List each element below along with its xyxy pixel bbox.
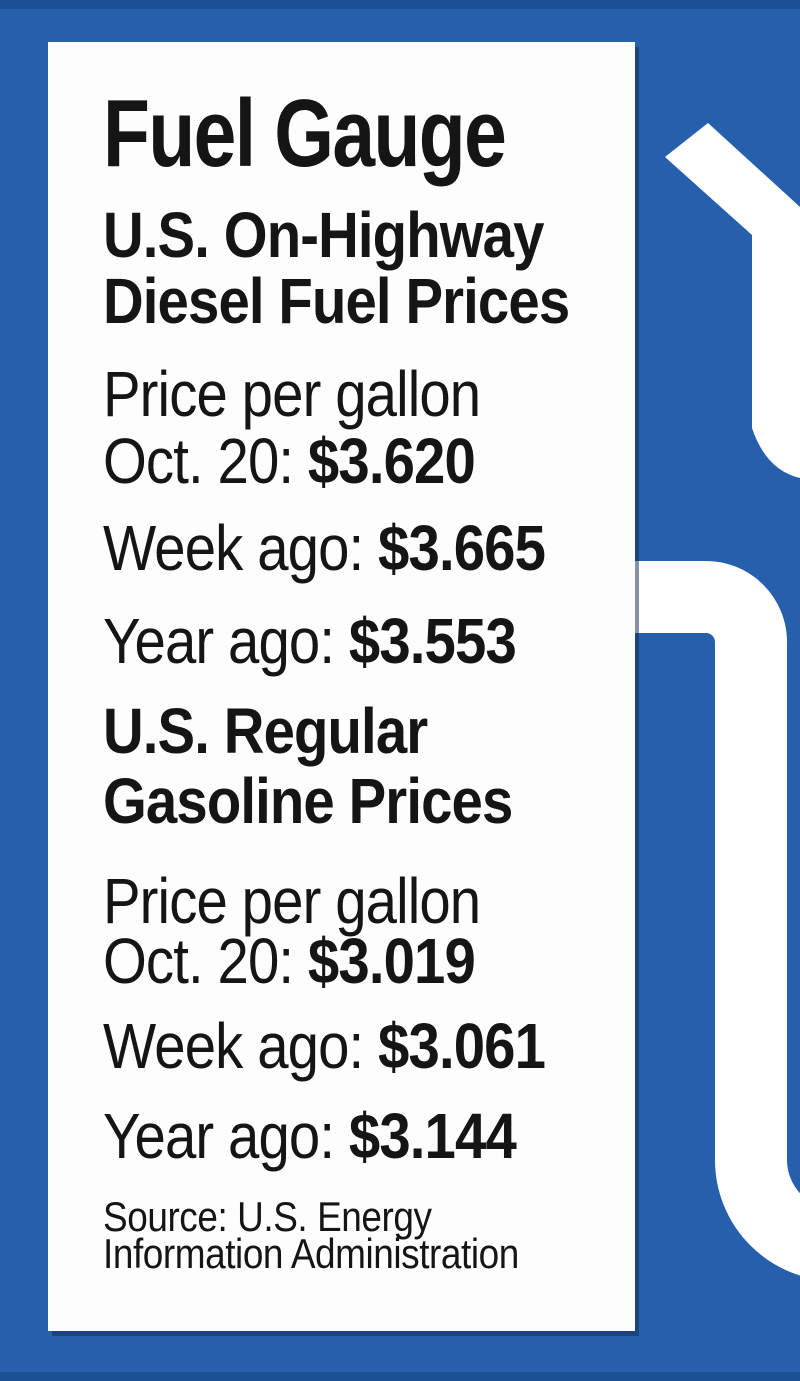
diesel-week-ago-row: Week ago: $3.665 — [103, 516, 546, 580]
diesel-year-ago-value: $3.553 — [348, 605, 517, 677]
diesel-heading-line-2: Diesel Fuel Prices — [103, 265, 570, 337]
gasoline-current-price-value: $3.019 — [307, 925, 476, 997]
gasoline-year-ago-value: $3.144 — [348, 1100, 517, 1172]
diesel-current-price-row: Oct. 20: $3.620 — [103, 429, 476, 493]
source-line-2: Information Administration — [103, 1230, 519, 1277]
diesel-price-unit-label: Price per gallon — [103, 358, 481, 430]
info-card: Fuel Gauge U.S. On-Highway Diesel Fuel P… — [48, 42, 635, 1331]
graphic-title: Fuel Gauge — [103, 80, 507, 187]
diesel-current-date-label: Oct. 20: — [103, 425, 308, 497]
gasoline-week-ago-value: $3.061 — [378, 1010, 546, 1082]
diesel-week-ago-label: Week ago: — [103, 512, 379, 584]
gasoline-week-ago-label: Week ago: — [103, 1010, 379, 1082]
gasoline-price-unit-label: Price per gallon — [103, 865, 481, 937]
diesel-current-price-value: $3.620 — [307, 425, 476, 497]
gasoline-heading-line-2: Gasoline Prices — [103, 765, 513, 837]
source-line-1: Source: U.S. Energy — [103, 1193, 432, 1240]
gasoline-current-price-row: Oct. 20: $3.019 — [103, 929, 476, 993]
gasoline-week-ago-row: Week ago: $3.061 — [103, 1014, 546, 1078]
gasoline-year-ago-label: Year ago: — [103, 1100, 349, 1172]
gasoline-year-ago-row: Year ago: $3.144 — [103, 1104, 517, 1168]
bottom-edge-strip — [0, 1372, 800, 1381]
diesel-week-ago-value: $3.665 — [378, 512, 546, 584]
gasoline-heading-line-1: U.S. Regular — [103, 695, 428, 767]
diesel-year-ago-row: Year ago: $3.553 — [103, 609, 517, 673]
diesel-heading-line-1: U.S. On-Highway — [103, 199, 544, 271]
gasoline-current-date-label: Oct. 20: — [103, 925, 308, 997]
diesel-year-ago-label: Year ago: — [103, 605, 349, 677]
top-edge-strip — [0, 0, 800, 9]
